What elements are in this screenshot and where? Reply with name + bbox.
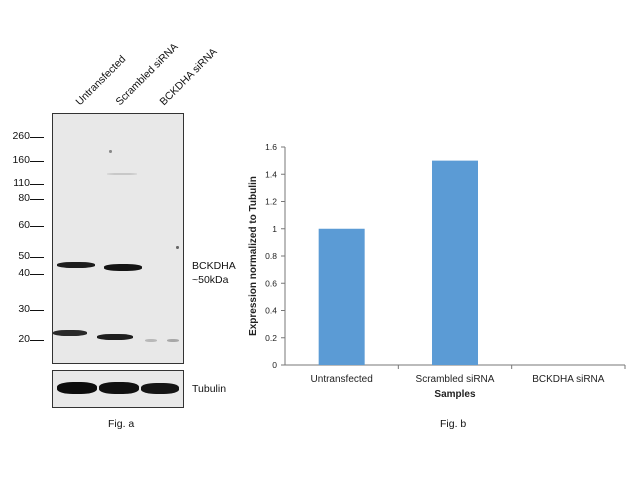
mw-marker-60: 60 — [18, 219, 30, 231]
band-tubulin-lane3 — [141, 383, 179, 394]
band-label-size: ~50kDa — [192, 274, 229, 286]
fig-a-caption: Fig. a — [108, 418, 135, 430]
band-low-lane1 — [53, 330, 87, 336]
mw-tick-80 — [30, 199, 44, 200]
band-dot-right — [176, 246, 179, 249]
y-tick-label: 0.6 — [265, 278, 277, 288]
band-label-bckdha: BCKDHA — [192, 260, 236, 272]
mw-tick-260 — [30, 137, 44, 138]
fig-b-caption: Fig. b — [440, 418, 467, 430]
band-low-lane3b-faint — [167, 339, 179, 342]
bar-untransfected — [318, 228, 365, 365]
mw-tick-50 — [30, 257, 44, 258]
mw-marker-50: 50 — [18, 250, 30, 262]
mw-tick-110 — [30, 184, 44, 185]
x-tick-label: BCKDHA siRNA — [532, 374, 605, 385]
x-tick-label: Untransfected — [311, 374, 373, 385]
band-bckdha-lane1 — [57, 262, 95, 268]
y-tick-label: 1.6 — [265, 142, 277, 152]
y-tick-label: 0.4 — [265, 306, 277, 316]
bar-chart: 0 0.2 0.4 0.6 0.8 1 1.2 1.4 1.6 Untransfected Scra… — [248, 142, 626, 400]
y-axis-title: Expression normalized to Tubulin — [248, 176, 259, 336]
mw-tick-160 — [30, 161, 44, 162]
y-tick-label: 0.2 — [265, 333, 277, 343]
y-tick-label: 0.8 — [265, 251, 277, 261]
mw-tick-40 — [30, 274, 44, 275]
band-tubulin-lane2 — [99, 382, 139, 394]
x-tick-label: Scrambled siRNA — [416, 374, 495, 385]
blot-panel-main — [52, 113, 184, 364]
y-tick-label: 1.4 — [265, 169, 277, 179]
x-axis-title: Samples — [434, 389, 476, 400]
bar-scrambled-sirna — [432, 160, 478, 365]
y-tick-label: 1.2 — [265, 197, 277, 207]
band-low-lane2 — [97, 334, 133, 340]
band-low-lane3-faint — [145, 339, 157, 342]
y-tick-label: 1 — [272, 224, 277, 234]
mw-tick-30 — [30, 310, 44, 311]
mw-marker-80: 80 — [18, 192, 30, 204]
mw-tick-20 — [30, 340, 44, 341]
mw-marker-160: 160 — [12, 154, 30, 166]
blot-panel-tubulin — [52, 370, 184, 408]
y-tick-label: 0 — [272, 360, 277, 370]
band-bckdha-lane2 — [104, 264, 142, 271]
mw-tick-60 — [30, 226, 44, 227]
mw-marker-40: 40 — [18, 267, 30, 279]
mw-marker-110: 110 — [13, 177, 30, 189]
mw-marker-260: 260 — [12, 130, 30, 142]
band-tubulin-lane1 — [57, 382, 97, 394]
loading-control-label: Tubulin — [192, 383, 227, 395]
mw-marker-20: 20 — [18, 333, 30, 345]
mw-marker-30: 30 — [18, 303, 30, 315]
band-faint-hmw — [107, 173, 137, 175]
band-dot — [109, 150, 112, 153]
